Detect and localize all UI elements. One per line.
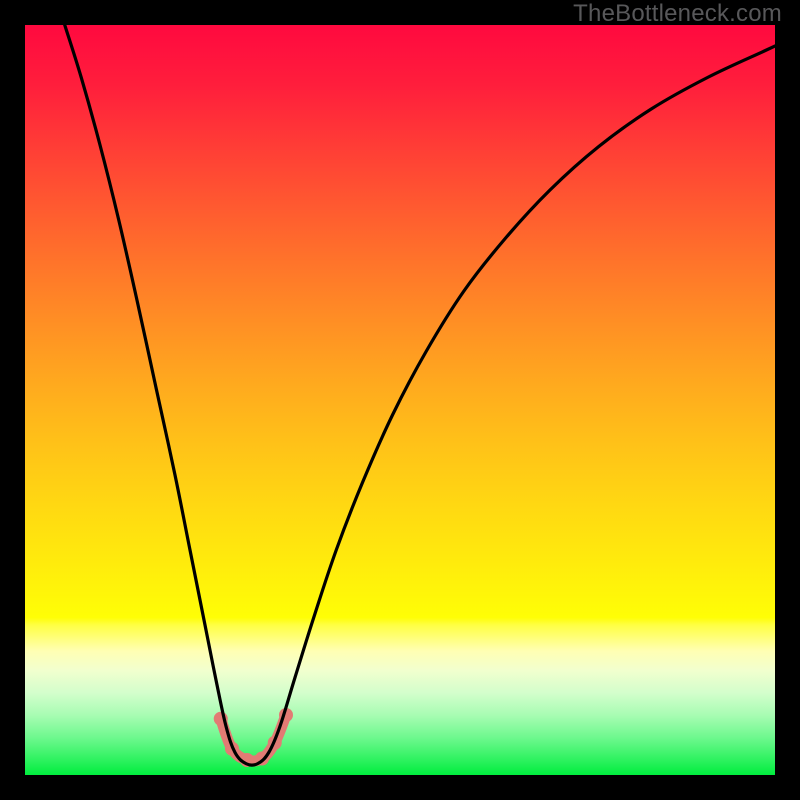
- watermark-text: TheBottleneck.com: [573, 0, 782, 28]
- curve-layer: [25, 25, 775, 775]
- bottleneck-curve: [65, 25, 775, 765]
- plot-area: [25, 25, 775, 775]
- chart-root: TheBottleneck.com: [0, 0, 800, 800]
